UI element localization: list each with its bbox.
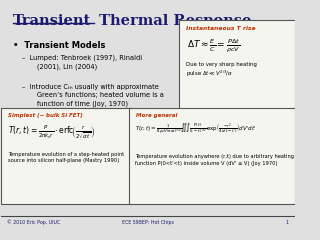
- Text: –  Finite-Element methods: – Finite-Element methods: [22, 126, 109, 132]
- Text: $\Delta T \approx \frac{E}{C} = \frac{P\Delta t}{\rho c V}$: $\Delta T \approx \frac{E}{C} = \frac{P\…: [187, 37, 240, 55]
- Text: © 2010 Eric Pop, UIUC: © 2010 Eric Pop, UIUC: [7, 220, 60, 225]
- Text: More general: More general: [136, 113, 177, 118]
- Text: –  Introduce Cₜₕ usually with approximate
       Green’s functions; heated volum: – Introduce Cₜₕ usually with approximate…: [22, 84, 164, 107]
- Text: Simplest (~ bulk Si FET): Simplest (~ bulk Si FET): [8, 113, 83, 118]
- Text: Temperature evolution of a step-heated point
source into silicon half-plane (Mas: Temperature evolution of a step-heated p…: [8, 152, 124, 163]
- Text: Temperature evolution anywhere (r,t) due to arbitrary heating
function P(0<t'<t): Temperature evolution anywhere (r,t) due…: [135, 154, 294, 166]
- Text: ECE 598EP: Hot Chips: ECE 598EP: Hot Chips: [122, 220, 174, 225]
- FancyBboxPatch shape: [179, 20, 295, 112]
- Text: $T(r,t) = \frac{P}{2\pi k_s r} \cdot \mathrm{erfc}\!\left(\frac{r}{2\sqrt{\alpha: $T(r,t) = \frac{P}{2\pi k_s r} \cdot \ma…: [8, 123, 95, 141]
- FancyBboxPatch shape: [129, 108, 295, 204]
- Text: 1: 1: [286, 220, 289, 225]
- Text: $T(r,t) = \frac{1}{8\rho c V(\pi\alpha t)^{3/2}}\int\!\!\int\!\!\int\frac{P(t')}: $T(r,t) = \frac{1}{8\rho c V(\pi\alpha t…: [135, 122, 256, 138]
- Text: –  Lumped: Tenbroek (1997), Rinaldi
       (2001), Lin (2004): – Lumped: Tenbroek (1997), Rinaldi (2001…: [22, 55, 142, 70]
- Text: Transient: Transient: [13, 14, 92, 28]
- Text: Due to very sharp heating
pulse $\Delta t \ll V^{2/3}/\alpha$: Due to very sharp heating pulse $\Delta …: [186, 62, 257, 79]
- Text: Thermal Response: Thermal Response: [94, 14, 251, 28]
- FancyBboxPatch shape: [1, 108, 132, 204]
- Text: Instantaneous T rise: Instantaneous T rise: [186, 26, 256, 31]
- Text: •  Transient Models: • Transient Models: [13, 41, 106, 49]
